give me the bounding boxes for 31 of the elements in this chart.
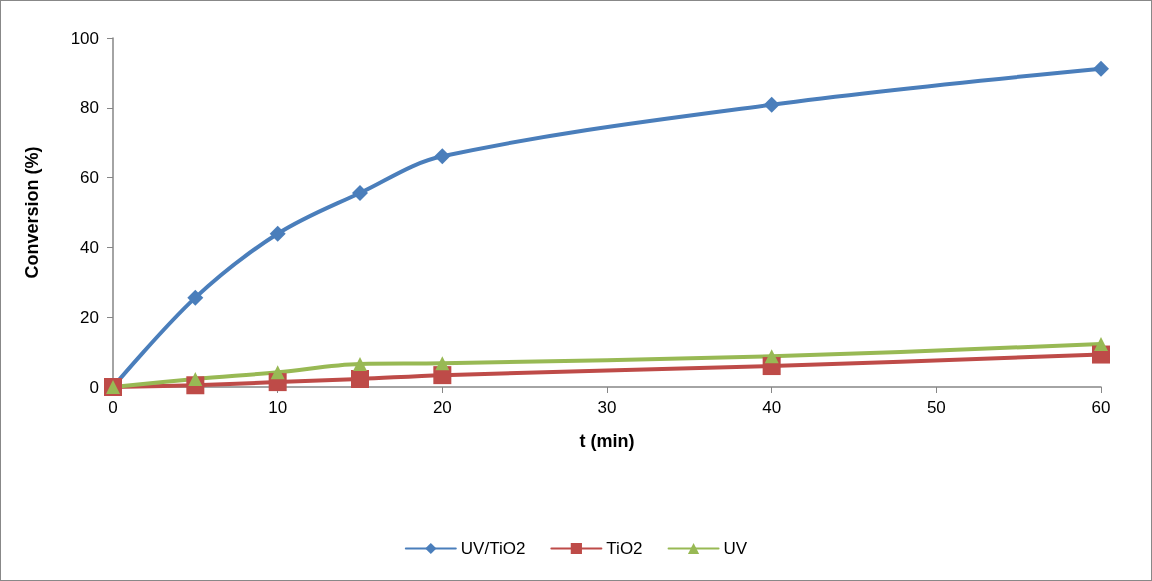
x-tick-label: 10 (268, 398, 288, 417)
point (269, 225, 286, 242)
x-tick-label: 30 (597, 398, 617, 417)
point (435, 356, 450, 371)
point (763, 96, 780, 113)
y-axis-title: Conversion (%) (22, 146, 42, 279)
y-tick-label: 60 (80, 168, 99, 188)
y-tick-label: 40 (80, 237, 99, 257)
y-tick-label: 100 (70, 28, 99, 48)
point (187, 289, 204, 306)
point (352, 184, 368, 201)
x-tick-label: 60 (1091, 398, 1111, 417)
legend-label: TiO2 (606, 539, 643, 558)
x-tick-label: 50 (926, 398, 946, 417)
legend-label: UV/TiO2 (460, 539, 526, 558)
point (1094, 337, 1108, 352)
point (188, 371, 203, 386)
y-tick-label: 20 (80, 307, 99, 327)
point (764, 349, 779, 364)
point (270, 365, 285, 380)
y-tick-label: 80 (80, 98, 99, 118)
point (434, 148, 451, 165)
point (351, 369, 369, 388)
x-tick-label: 20 (432, 398, 452, 417)
x-axis-title: t (min) (579, 431, 635, 451)
point (353, 356, 367, 371)
legend-label: UV (723, 539, 748, 558)
x-tick-label: 40 (762, 398, 782, 417)
y-tick-label: 0 (89, 377, 99, 397)
point (1093, 60, 1109, 77)
x-tick-label: 0 (108, 398, 118, 417)
